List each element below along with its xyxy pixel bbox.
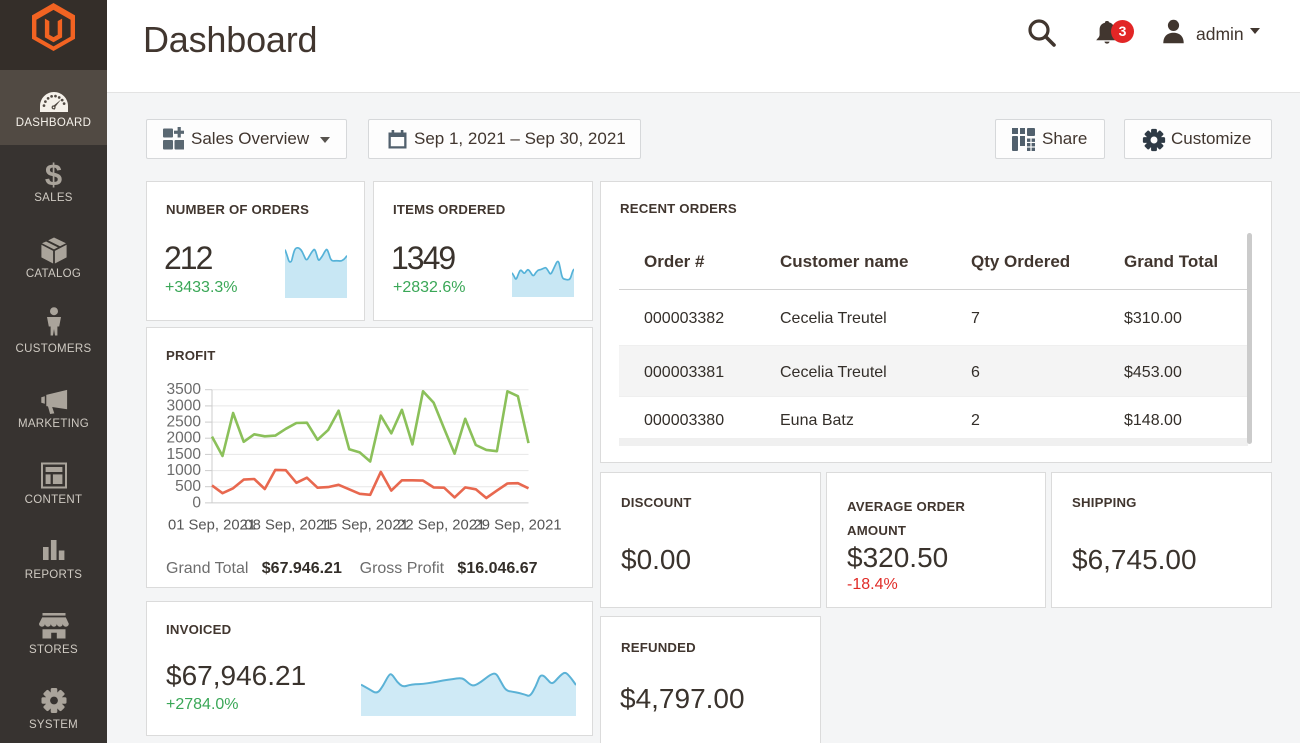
- svg-text:08 Sep, 2021: 08 Sep, 2021: [244, 517, 332, 533]
- svg-text:29 Sep, 2021: 29 Sep, 2021: [474, 517, 562, 533]
- svg-text:1000: 1000: [167, 462, 202, 479]
- svg-text:0: 0: [192, 494, 201, 511]
- svg-text:500: 500: [175, 478, 201, 495]
- svg-text:2500: 2500: [167, 414, 202, 431]
- svg-text:2000: 2000: [167, 430, 202, 447]
- svg-text:3500: 3500: [167, 381, 202, 398]
- svg-text:1500: 1500: [167, 446, 202, 463]
- svg-text:3000: 3000: [167, 397, 202, 414]
- svg-text:01 Sep, 2021: 01 Sep, 2021: [168, 517, 256, 533]
- svg-text:22 Sep, 2021: 22 Sep, 2021: [397, 517, 485, 533]
- svg-text:15 Sep, 2021: 15 Sep, 2021: [321, 517, 409, 533]
